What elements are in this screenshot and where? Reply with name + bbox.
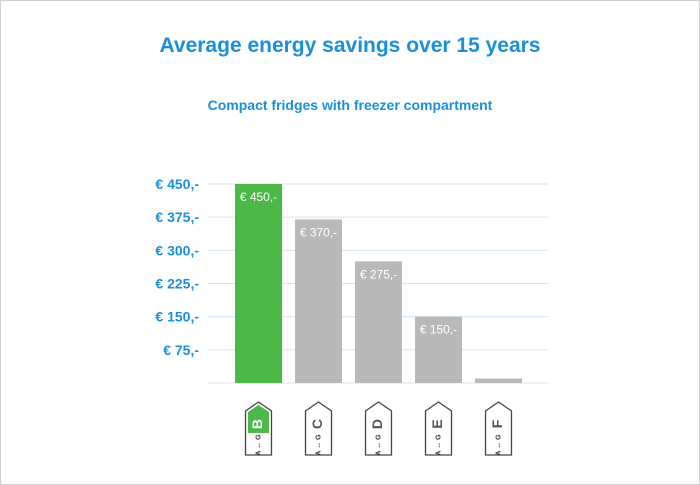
y-tick-label: € 150,- <box>155 309 199 325</box>
bar <box>475 378 522 383</box>
energy-scale-text: A ↔ G <box>375 434 382 456</box>
energy-class-letter: F <box>489 419 505 428</box>
chart-subtitle: Compact fridges with freezer compartment <box>207 97 493 113</box>
y-tick-label: € 450,- <box>155 176 199 192</box>
energy-badge <box>364 401 393 456</box>
bar <box>355 261 402 383</box>
bar-data-label: € 450,- <box>240 190 277 204</box>
y-tick-label: € 75,- <box>163 342 199 358</box>
y-tick-label: € 225,- <box>155 276 199 292</box>
bar <box>295 219 342 383</box>
energy-class-letter: B <box>249 419 265 429</box>
energy-badge <box>484 401 513 456</box>
chart-title: Average energy savings over 15 years <box>159 34 541 57</box>
energy-class-letter: E <box>429 419 445 428</box>
energy-class-letter: C <box>309 419 325 429</box>
bar <box>235 184 282 383</box>
energy-badge <box>424 401 453 456</box>
energy-scale-text: A ↔ G <box>255 434 262 456</box>
y-tick-label: € 375,- <box>155 209 199 225</box>
bar-data-label: € 150,- <box>420 323 457 337</box>
energy-scale-text: A ↔ G <box>495 434 502 456</box>
bar-data-label: € 275,- <box>360 267 397 281</box>
bar-data-label: € 370,- <box>300 225 337 239</box>
y-tick-label: € 300,- <box>155 242 199 258</box>
energy-scale-text: A ↔ G <box>315 434 322 456</box>
energy-badge-fill <box>248 405 269 433</box>
energy-scale-text: A ↔ G <box>435 434 442 456</box>
bar <box>415 316 462 383</box>
energy-class-letter: D <box>369 419 385 429</box>
energy-badge <box>304 401 333 456</box>
